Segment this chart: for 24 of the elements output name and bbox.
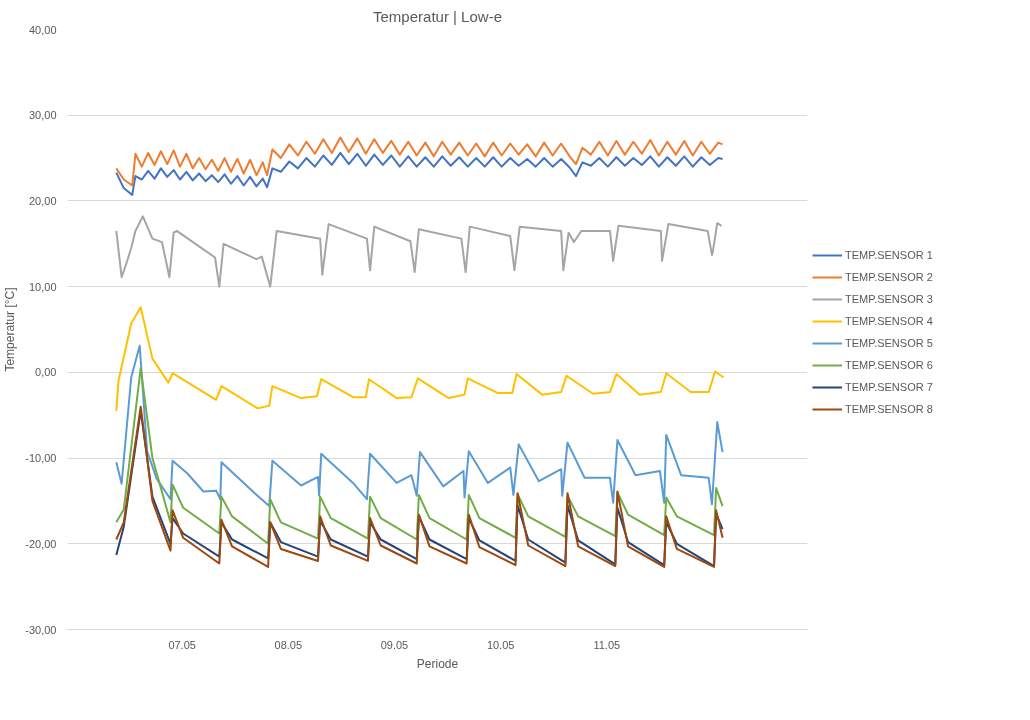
y-tick-label: 40,00: [28, 23, 57, 36]
y-tick-label: 0,00: [35, 366, 57, 379]
y-axis-title: Temperatur [°C]: [3, 287, 18, 372]
x-tick-label: 08.05: [274, 638, 303, 651]
legend-label: TEMP.SENSOR 1: [845, 249, 933, 261]
x-axis-title: Periode: [416, 656, 459, 671]
legend-label: TEMP.SENSOR 7: [845, 381, 933, 393]
y-tick-label: -30,00: [25, 623, 57, 636]
y-tick-label: -20,00: [25, 537, 57, 550]
y-tick-label: 30,00: [28, 109, 57, 122]
y-tick-label: -10,00: [25, 452, 57, 465]
x-tick-label: 10.05: [486, 638, 515, 651]
x-tick-label: 09.05: [380, 638, 409, 651]
legend-label: TEMP.SENSOR 8: [845, 403, 933, 415]
legend-label: TEMP.SENSOR 2: [845, 271, 933, 283]
y-tick-label: 10,00: [28, 280, 57, 293]
legend-label: TEMP.SENSOR 6: [845, 359, 933, 371]
legend-label: TEMP.SENSOR 5: [845, 337, 933, 349]
x-tick-label: 11.05: [593, 638, 621, 651]
legend-label: TEMP.SENSOR 3: [845, 293, 933, 305]
legend-label: TEMP.SENSOR 4: [845, 315, 933, 327]
y-tick-label: 20,00: [28, 194, 57, 207]
chart-title: Temperatur | Low-e: [373, 7, 502, 25]
x-tick-label: 07.05: [168, 638, 196, 651]
